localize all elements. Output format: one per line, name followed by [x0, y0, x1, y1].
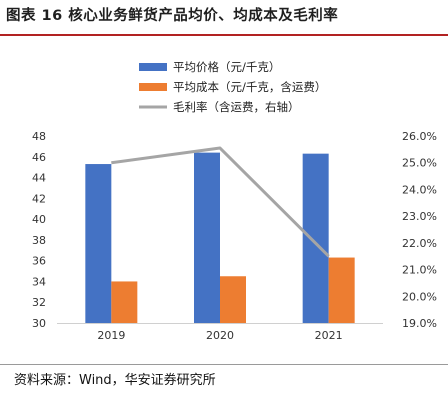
left-tick-label: 36 [32, 255, 46, 268]
chart: 平均价格（元/千克） 平均成本（元/千克，含运费） 毛利率（含运费，右轴） 30 32 3… [32, 60, 437, 342]
left-tick-label: 32 [32, 296, 46, 309]
right-tick-label: 19.0% [402, 317, 437, 330]
source-note: 资料来源：Wind，华安证券研究所 [14, 373, 216, 388]
source-divider [0, 364, 448, 365]
legend-swatch-1 [139, 63, 167, 71]
right-tick-label: 21.0% [402, 264, 437, 277]
left-tick-label: 30 [32, 317, 46, 330]
right-tick-label: 22.0% [402, 237, 437, 250]
x-tick-label: 2021 [315, 329, 343, 342]
left-tick-label: 44 [32, 172, 46, 185]
legend-label-2: 平均成本（元/千克，含运费） [173, 80, 326, 94]
left-tick-label: 40 [32, 213, 46, 226]
left-tick-label: 48 [32, 130, 46, 143]
legend-label-1: 平均价格（元/千克） [173, 60, 280, 74]
x-tick-label: 2019 [97, 329, 125, 342]
bar-cost-2020 [220, 276, 246, 323]
left-tick-label: 42 [32, 192, 46, 205]
x-tick-label: 2020 [206, 329, 234, 342]
bar-cost-2021 [328, 257, 355, 323]
right-tick-label: 24.0% [402, 183, 437, 196]
bar-price-2019 [85, 164, 112, 323]
right-tick-label: 23.0% [402, 210, 437, 223]
right-tick-label: 26.0% [402, 130, 437, 143]
left-tick-label: 38 [32, 234, 46, 247]
bar-cost-2019 [111, 281, 138, 323]
legend-swatch-2 [139, 83, 167, 91]
bar-price-2020 [194, 152, 220, 323]
bar-price-2021 [302, 153, 329, 323]
right-tick-label: 20.0% [402, 290, 437, 303]
figure-title: 图表 16 核心业务鲜货产品均价、均成本及毛利率 [6, 8, 339, 24]
left-tick-label: 34 [32, 275, 46, 288]
title-divider [0, 34, 448, 36]
legend-label-3: 毛利率（含运费，右轴） [173, 100, 300, 114]
right-tick-label: 25.0% [402, 157, 437, 170]
left-tick-label: 46 [32, 151, 46, 164]
